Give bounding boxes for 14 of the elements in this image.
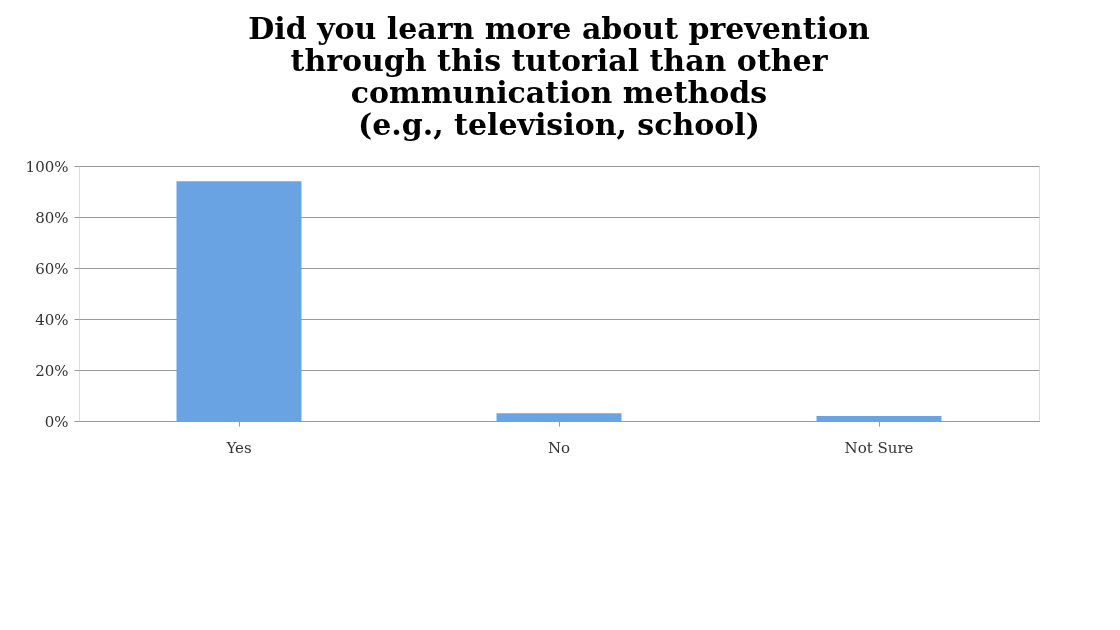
y-tick-label: 40% [35, 310, 69, 329]
y-tick-label: 60% [35, 259, 69, 278]
x-tick-label: No [547, 438, 571, 457]
y-tick-label: 20% [35, 361, 69, 380]
bar [816, 415, 942, 421]
text: Did you learn more about prevention [248, 11, 870, 46]
bar [176, 181, 302, 421]
text: (e.g., television, school) [358, 107, 760, 142]
x-tick-label: Yes [225, 438, 252, 457]
y-tick-label: 0% [44, 412, 69, 431]
y-tick-label: 100% [25, 157, 69, 176]
y-tick-label: 80% [35, 208, 69, 227]
x-tick-label: Not Sure [844, 438, 914, 457]
bar [496, 413, 622, 421]
